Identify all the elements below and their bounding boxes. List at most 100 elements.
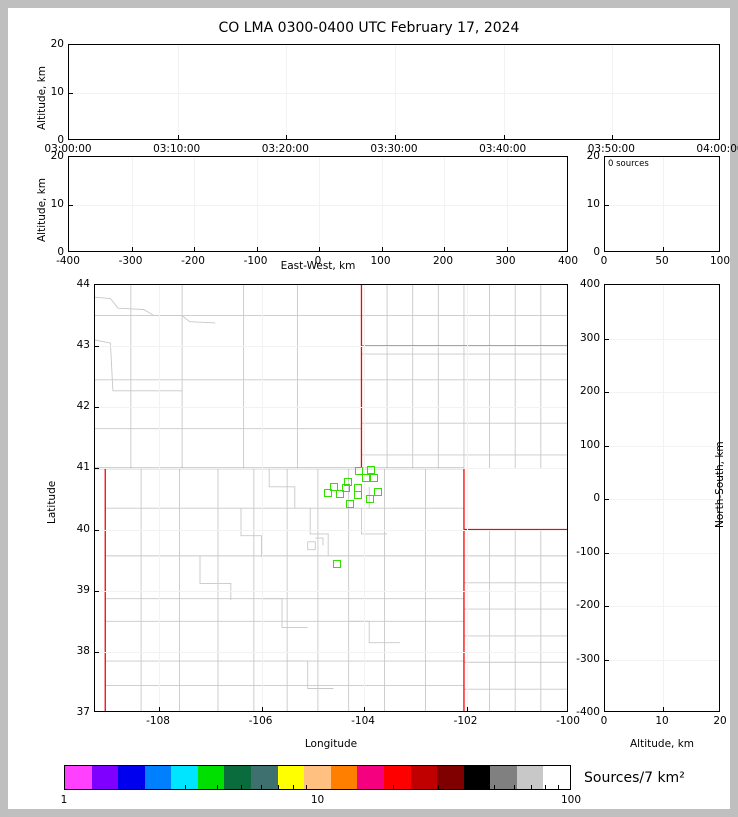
tick-label-x: -108 [146, 715, 170, 727]
county-border [361, 508, 388, 535]
tick-label-x: 03:30:00 [370, 143, 418, 155]
tick-y [95, 407, 99, 409]
tick-label-x: -104 [351, 715, 375, 727]
tick-label-y: 300 [579, 331, 600, 344]
tick-label-y: 20 [50, 37, 64, 50]
county-border [95, 296, 216, 324]
colorbar-minor-tick [558, 785, 560, 789]
gridline-vertical [364, 285, 366, 711]
tick-label-y: 41 [76, 461, 90, 474]
tick-label-x: -400 [56, 255, 80, 267]
gridline-horizontal [95, 346, 567, 348]
tick-x [131, 247, 133, 251]
county-border [315, 537, 324, 546]
tick-label-y: 10 [50, 85, 64, 98]
colorbar-segment [437, 766, 464, 789]
gridline-horizontal [605, 606, 719, 607]
colorbar-segment [277, 766, 305, 789]
panel-map[interactable] [94, 284, 568, 712]
source-density-marker [346, 499, 355, 508]
colorbar-segment [65, 766, 92, 789]
county-border [240, 508, 262, 558]
colorbar[interactable] [64, 765, 571, 790]
gridline-vertical [503, 45, 505, 139]
colorbar-title: Sources/7 km² [584, 770, 685, 786]
tick-label-x: -200 [181, 255, 205, 267]
axis-label-altitude-time: Altitude, km [36, 65, 48, 130]
gridline-vertical [159, 285, 161, 711]
tick-x [256, 247, 258, 251]
tick-x [466, 707, 468, 711]
tick-y [605, 205, 609, 206]
colorbar-segment [490, 766, 517, 789]
source-density-marker [353, 490, 362, 499]
source-density-marker [354, 466, 363, 475]
gridline-vertical [131, 157, 133, 251]
tick-y [605, 392, 609, 393]
tick-x [395, 135, 396, 139]
colorbar-minor-tick [261, 785, 263, 789]
tick-y [69, 205, 73, 206]
colorbar-minor-tick [292, 785, 294, 789]
colorbar-segment [357, 766, 384, 789]
tick-label-y: 38 [76, 644, 90, 657]
gridline-vertical [319, 157, 320, 251]
tick-label-y: 0 [57, 133, 64, 146]
gridline-horizontal [95, 651, 567, 653]
source-density-marker [342, 483, 351, 492]
gridline-horizontal [605, 205, 719, 206]
panel-source-histogram[interactable]: 0 sources [604, 156, 720, 252]
tick-label-y: 39 [76, 583, 90, 596]
tick-x [663, 707, 664, 711]
tick-label-y: 43 [76, 338, 90, 351]
tick-label-y: -400 [576, 705, 600, 718]
tick-x [381, 247, 383, 251]
colorbar-minor-tick [305, 785, 307, 789]
county-border [268, 468, 296, 509]
gridline-horizontal [95, 590, 567, 592]
gridline-vertical [444, 157, 445, 251]
tick-label-x: 03:40:00 [479, 143, 527, 155]
tick-label-x: 10 [655, 715, 669, 727]
tick-label-x: 0 [600, 255, 608, 267]
gridline-vertical [663, 285, 664, 711]
tick-label-y: 0 [57, 245, 64, 258]
colorbar-tick-label: 100 [560, 794, 582, 806]
axis-label-east-west: East-West, km [280, 260, 356, 272]
county-border [309, 508, 329, 556]
colorbar-tick-label: 10 [310, 794, 325, 806]
tick-label-x: 20 [713, 715, 727, 727]
colorbar-segment [91, 766, 119, 789]
tick-label-y: 10 [50, 197, 64, 210]
tick-label-y: 200 [579, 384, 600, 397]
tick-label-x: 200 [432, 255, 454, 267]
map-geometry [95, 285, 567, 711]
colorbar-segment [543, 766, 570, 789]
colorbar-segment [118, 766, 145, 789]
source-density-marker [324, 488, 333, 497]
colorbar-segment [516, 766, 544, 789]
tick-label-x: 50 [655, 255, 669, 267]
panel-altitude-vs-east-west[interactable] [68, 156, 568, 252]
colorbar-minor-tick [185, 785, 187, 789]
tick-label-x: 0 [314, 255, 322, 267]
panel-altitude-vs-time[interactable] [68, 44, 720, 140]
colorbar-minor-tick [393, 785, 395, 789]
colorbar-minor-tick [545, 785, 547, 789]
gridline-vertical [286, 45, 288, 139]
gridline-vertical [506, 157, 508, 251]
tick-label-y: -100 [576, 545, 600, 558]
tick-x [503, 135, 505, 139]
tick-label-y: 100 [579, 438, 600, 451]
source-density-marker [330, 482, 339, 491]
panel-north-south-vs-altitude[interactable] [604, 284, 720, 712]
tick-x [194, 247, 195, 251]
page-title: CO LMA 0300-0400 UTC February 17, 2024 [218, 20, 520, 36]
gridline-vertical [395, 45, 396, 139]
tick-x [286, 135, 288, 139]
colorbar-tick-label: 1 [60, 794, 68, 806]
tick-label-x: -300 [118, 255, 143, 267]
colorbar-segment [410, 766, 438, 789]
gridline-horizontal [69, 205, 567, 206]
tick-x [159, 707, 161, 711]
